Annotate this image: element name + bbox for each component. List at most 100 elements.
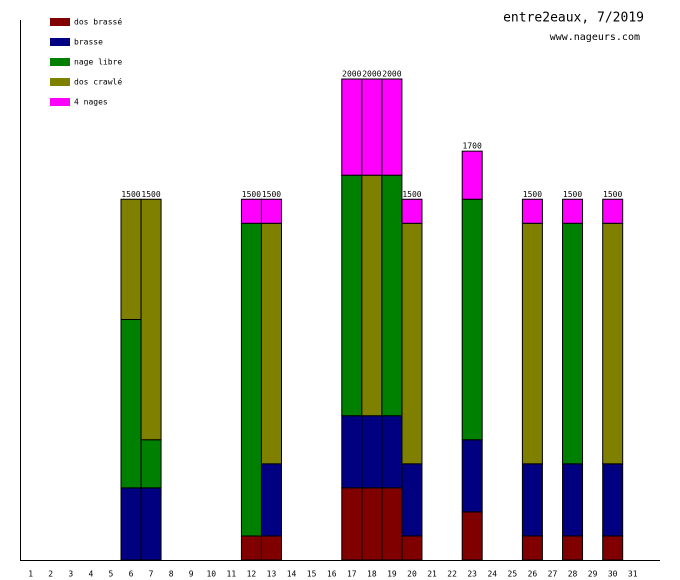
bar-segment — [401, 198, 423, 224]
total-label: 2000 — [342, 70, 361, 79]
total-label: 1500 — [141, 190, 160, 199]
x-tick-label: 14 — [287, 570, 297, 579]
total-label: 2000 — [382, 70, 401, 79]
x-tick-label: 11 — [227, 570, 237, 579]
bar-segment — [562, 222, 584, 465]
bar-segment — [602, 222, 624, 465]
bar-segment — [140, 487, 162, 561]
bar-segment — [602, 535, 624, 561]
legend-swatch — [50, 78, 70, 86]
bar-segment — [140, 439, 162, 489]
bar-segment — [361, 78, 383, 176]
chart-title: entre2eaux, 7/2019 — [503, 11, 644, 26]
x-tick-label: 21 — [427, 570, 437, 579]
x-tick-label: 31 — [628, 570, 638, 579]
legend-label: dos crawlé — [74, 77, 122, 87]
bar-segment — [461, 511, 483, 561]
bar-segment — [260, 535, 282, 561]
bar-segment — [260, 198, 282, 224]
bar-segment — [602, 198, 624, 224]
bar-segment — [381, 174, 403, 417]
x-tick-label: 17 — [347, 570, 357, 579]
legend-swatch — [50, 58, 70, 66]
total-label: 1500 — [523, 190, 542, 199]
x-tick-label: 8 — [169, 570, 174, 579]
x-tick-label: 16 — [327, 570, 337, 579]
x-tick-label: 5 — [109, 570, 114, 579]
bar-segment — [120, 319, 142, 489]
x-tick-label: 9 — [189, 570, 194, 579]
x-tick-label: 1 — [28, 570, 33, 579]
x-tick-label: 7 — [149, 570, 154, 579]
bar-segment — [602, 463, 624, 537]
bar-segment — [341, 174, 363, 417]
x-tick-label: 26 — [528, 570, 538, 579]
total-label: 1500 — [242, 190, 261, 199]
bar-segment — [341, 78, 363, 176]
x-tick-label: 24 — [487, 570, 497, 579]
total-label: 1700 — [463, 142, 482, 151]
x-tick-label: 18 — [367, 570, 377, 579]
total-label: 1500 — [262, 190, 281, 199]
bar-segment — [120, 487, 142, 561]
legend-swatch — [50, 98, 70, 106]
bar-segment — [401, 535, 423, 561]
total-label: 1500 — [121, 190, 140, 199]
x-tick-label: 2 — [48, 570, 53, 579]
legend-label: brasse — [74, 38, 103, 47]
x-tick-label: 19 — [387, 570, 397, 579]
bar-segment — [521, 222, 543, 465]
chart-subtitle: www.nageurs.com — [550, 32, 640, 43]
x-tick-label: 20 — [407, 570, 417, 579]
x-tick-label: 13 — [267, 570, 277, 579]
x-tick-label: 15 — [307, 570, 317, 579]
bar-segment — [381, 487, 403, 561]
bar-segment — [381, 415, 403, 489]
bar-segment — [120, 198, 142, 320]
legend-label: dos brassé — [74, 17, 122, 27]
bar-segment — [381, 78, 403, 176]
bar-segment — [461, 198, 483, 441]
bar-segment — [240, 198, 262, 224]
x-tick-label: 22 — [447, 570, 457, 579]
x-tick-label: 28 — [568, 570, 578, 579]
bar-segment — [361, 415, 383, 489]
total-label: 2000 — [362, 70, 381, 79]
bar-segment — [140, 198, 162, 441]
total-label: 1500 — [402, 190, 421, 199]
bar-segment — [521, 463, 543, 537]
total-label: 1500 — [563, 190, 582, 199]
bar-segment — [521, 535, 543, 561]
x-tick-label: 29 — [588, 570, 598, 579]
x-tick-label: 25 — [508, 570, 518, 579]
bar-segment — [461, 150, 483, 200]
bar-segment — [401, 222, 423, 465]
bar-segment — [401, 463, 423, 537]
bar-segment — [260, 222, 282, 465]
x-tick-label: 6 — [129, 570, 134, 579]
bar-segment — [361, 487, 383, 561]
x-tick-label: 23 — [467, 570, 477, 579]
bar-segment — [562, 198, 584, 224]
x-tick-label: 3 — [68, 570, 73, 579]
bar-segment — [521, 198, 543, 224]
bar-segment — [562, 463, 584, 537]
x-tick-label: 10 — [206, 570, 216, 579]
total-label: 1500 — [603, 190, 622, 199]
bar-segment — [260, 463, 282, 537]
x-tick-label: 30 — [608, 570, 618, 579]
x-tick-label: 4 — [88, 570, 93, 579]
bar-segment — [461, 439, 483, 513]
bar-segment — [341, 415, 363, 489]
bar-segment — [562, 535, 584, 561]
legend-label: 4 nages — [74, 98, 108, 107]
legend-swatch — [50, 38, 70, 46]
bar-segment — [341, 487, 363, 561]
legend-swatch — [50, 18, 70, 26]
bar-segment — [240, 535, 262, 561]
bar-segment — [240, 222, 262, 537]
legend-label: nage libre — [74, 58, 122, 67]
bar-segment — [361, 174, 383, 417]
x-tick-label: 12 — [247, 570, 257, 579]
